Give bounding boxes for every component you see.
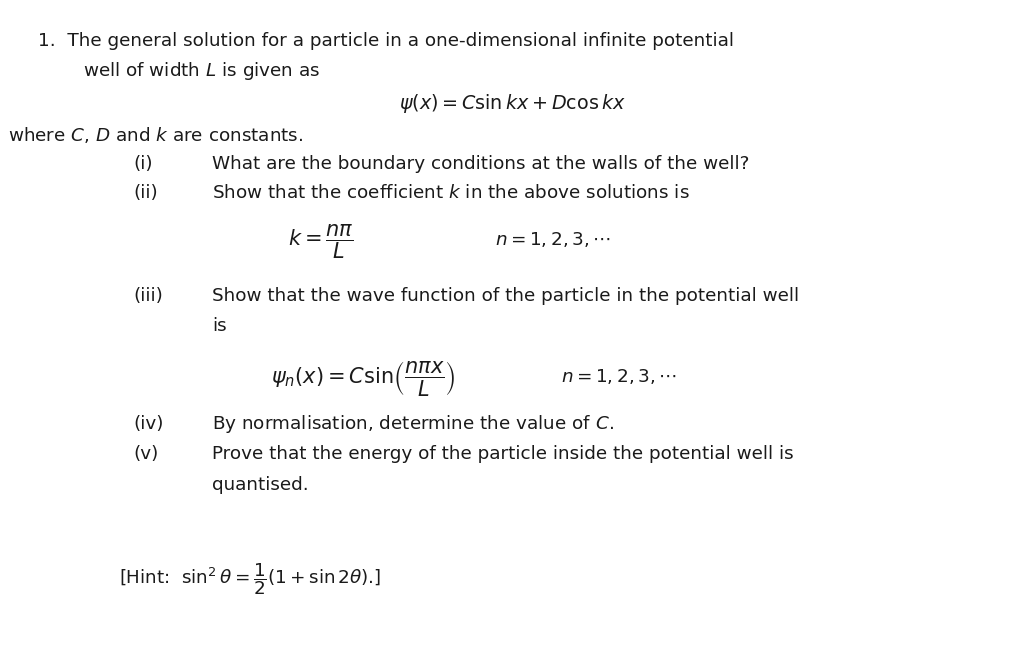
Text: [Hint:  $\sin^2\theta = \dfrac{1}{2}(1 + \sin 2\theta)$.]: [Hint: $\sin^2\theta = \dfrac{1}{2}(1 + … <box>119 561 382 597</box>
Text: By normalisation, determine the value of $C$.: By normalisation, determine the value of… <box>212 412 614 435</box>
Text: well of width $L$ is given as: well of width $L$ is given as <box>83 60 320 82</box>
Text: Show that the wave function of the particle in the potential well: Show that the wave function of the parti… <box>212 287 799 305</box>
Text: $\psi(x) = C\sin kx + D\cos kx$: $\psi(x) = C\sin kx + D\cos kx$ <box>399 93 625 115</box>
Text: Show that the coefficient $k$ in the above solutions is: Show that the coefficient $k$ in the abo… <box>212 184 690 203</box>
Text: quantised.: quantised. <box>212 475 309 494</box>
Text: $\psi_n(x) = C\sin\!\left(\dfrac{n\pi x}{L}\right)$: $\psi_n(x) = C\sin\!\left(\dfrac{n\pi x}… <box>271 359 456 398</box>
Text: $k = \dfrac{n\pi}{L}$: $k = \dfrac{n\pi}{L}$ <box>288 222 354 261</box>
Text: What are the boundary conditions at the walls of the well?: What are the boundary conditions at the … <box>212 155 749 173</box>
Text: (iv): (iv) <box>133 414 164 433</box>
Text: Prove that the energy of the particle inside the potential well is: Prove that the energy of the particle in… <box>212 445 794 463</box>
Text: (iii): (iii) <box>133 287 164 305</box>
Text: (v): (v) <box>133 445 159 463</box>
Text: 1.  The general solution for a particle in a one-dimensional infinite potential: 1. The general solution for a particle i… <box>38 32 734 50</box>
Text: (ii): (ii) <box>133 184 159 203</box>
Text: $n = 1, 2, 3, \cdots$: $n = 1, 2, 3, \cdots$ <box>495 230 611 249</box>
Text: where $C$, $D$ and $k$ are constants.: where $C$, $D$ and $k$ are constants. <box>8 125 303 145</box>
Text: (i): (i) <box>133 155 153 173</box>
Text: $n = 1, 2, 3, \cdots$: $n = 1, 2, 3, \cdots$ <box>561 367 677 385</box>
Text: is: is <box>212 317 226 336</box>
